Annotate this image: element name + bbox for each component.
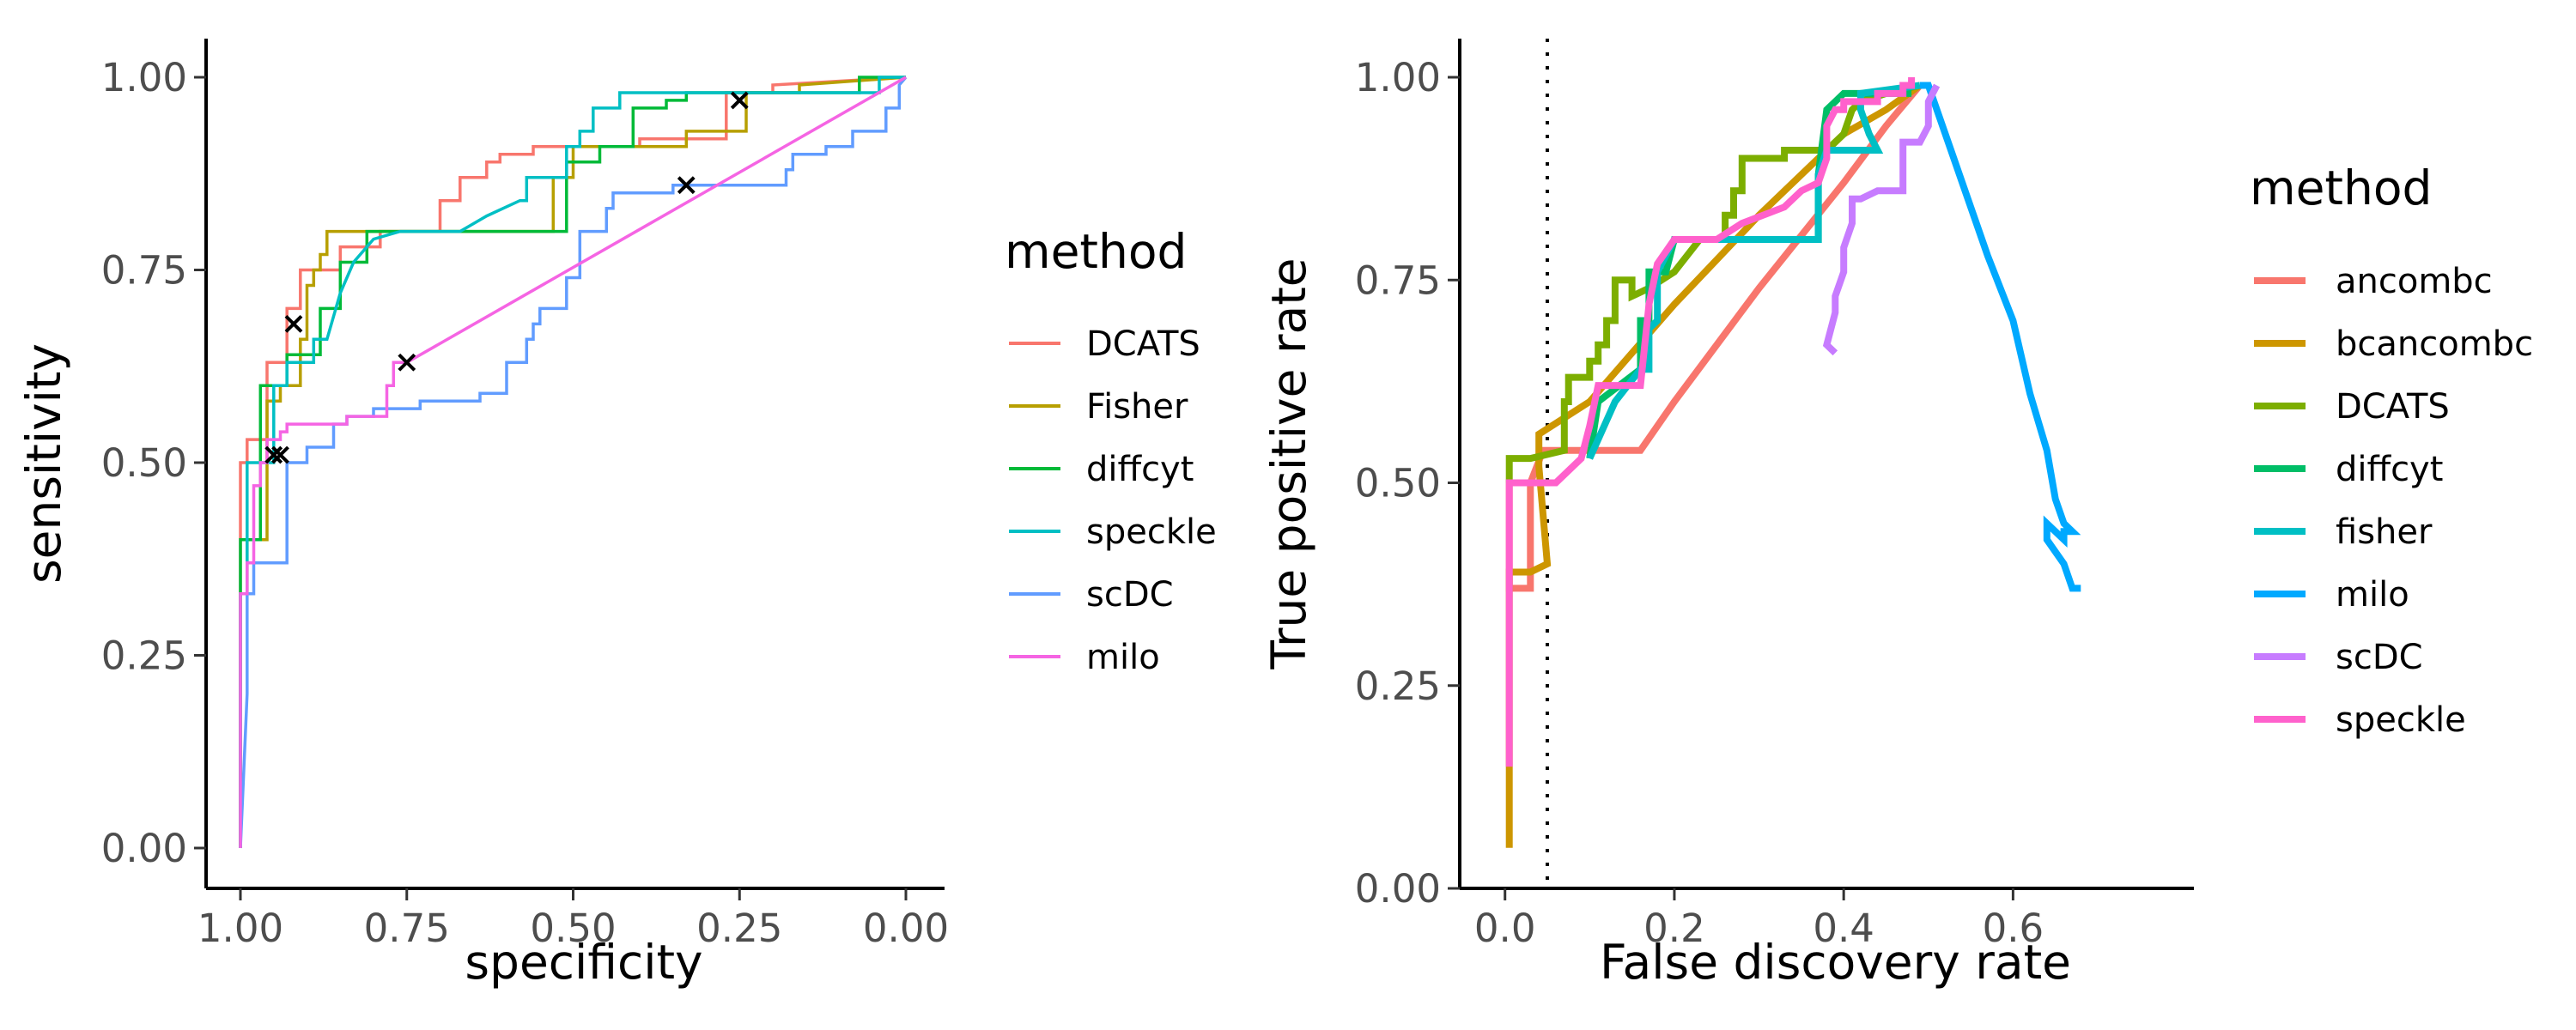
p2-legend-label-scdc: scDC (2336, 638, 2423, 677)
p1-series-line-milo (239, 76, 907, 848)
p1-threshold-marker (730, 91, 749, 110)
p1-legend-label-diffcyt: diffcyt (1086, 450, 1194, 489)
p2-x-tick-label: 0.4 (1813, 906, 1874, 951)
p1-legend-label-milo: milo (1086, 638, 1160, 677)
p1-series-line-fisher (239, 76, 907, 848)
p2-series-line-fisher (1586, 82, 1921, 460)
p2-y-tick-label: 0.75 (1355, 258, 1441, 303)
p1-series-line-scdc (239, 76, 908, 849)
p1-threshold-marker (398, 353, 416, 372)
p1-x-axis-label: specificity (465, 935, 702, 990)
p1-x-tick-label: 1.00 (197, 906, 283, 951)
p1-y-axis-label: sensitivity (16, 343, 71, 584)
p1-y-tick-label: 0.00 (101, 826, 187, 871)
p2-y-tick-label: 0.00 (1355, 866, 1441, 912)
p1-threshold-marker (271, 445, 289, 464)
p2-series-line-ancombc (1505, 82, 1923, 592)
p1-y-tick-label: 0.75 (101, 248, 187, 294)
p1-y-tick-label: 1.00 (101, 55, 187, 100)
p2-series-line-dcats (1505, 82, 1921, 483)
p2-series-line-speckle (1505, 77, 1916, 767)
p2-x-tick-label: 0.2 (1643, 906, 1705, 951)
p1-x-tick-label: 0.25 (696, 906, 782, 951)
p1-series-line-diffcyt (239, 76, 906, 848)
p2-x-tick-label: 0.0 (1474, 906, 1536, 951)
p2-x-tick-label: 0.6 (1983, 906, 2044, 951)
p2-legend-label-milo: milo (2336, 575, 2409, 615)
p2-legend-label-fisher: fisher (2336, 512, 2433, 552)
p1-x-tick-label: 0.75 (364, 906, 450, 951)
p1-series-line-speckle (239, 76, 906, 848)
p2-y-tick-label: 0.25 (1355, 663, 1441, 709)
p2-series-line-scdc (1822, 83, 1941, 356)
p2-y-tick-label: 0.50 (1355, 461, 1441, 506)
p2-legend-label-bcancombc: bcancombc (2336, 324, 2533, 364)
p1-legend-label-fisher: Fisher (1086, 387, 1188, 427)
p1-x-tick-label: 0.00 (863, 906, 949, 951)
p1-legend-label-scdc: scDC (1086, 575, 1174, 615)
p2-y-axis-label: True positive rate (1261, 258, 1316, 670)
p2-series-line-milo (1919, 82, 2081, 592)
p2-legend-label-dcats: DCATS (2336, 387, 2450, 427)
p1-threshold-marker (264, 445, 283, 464)
p1-y-tick-label: 0.50 (101, 440, 187, 486)
p2-y-tick-label: 1.00 (1355, 55, 1441, 100)
p2-legend-title: method (2250, 161, 2432, 215)
p1-threshold-marker (677, 176, 696, 195)
p2-legend-label-ancombc: ancombc (2336, 262, 2493, 301)
p1-legend-label-speckle: speckle (1086, 512, 1217, 552)
p1-x-tick-label: 0.50 (530, 906, 616, 951)
p1-threshold-marker (284, 314, 303, 333)
p2-legend-label-diffcyt: diffcyt (2336, 450, 2443, 489)
p1-legend-title: method (1005, 224, 1187, 279)
p2-x-axis-label: False discovery rate (1600, 935, 2071, 990)
p1-series-line-dcats (239, 76, 907, 848)
p1-y-tick-label: 0.25 (101, 633, 187, 679)
p2-legend-label-speckle: speckle (2336, 700, 2466, 740)
p1-legend-label-dcats: DCATS (1086, 324, 1200, 364)
